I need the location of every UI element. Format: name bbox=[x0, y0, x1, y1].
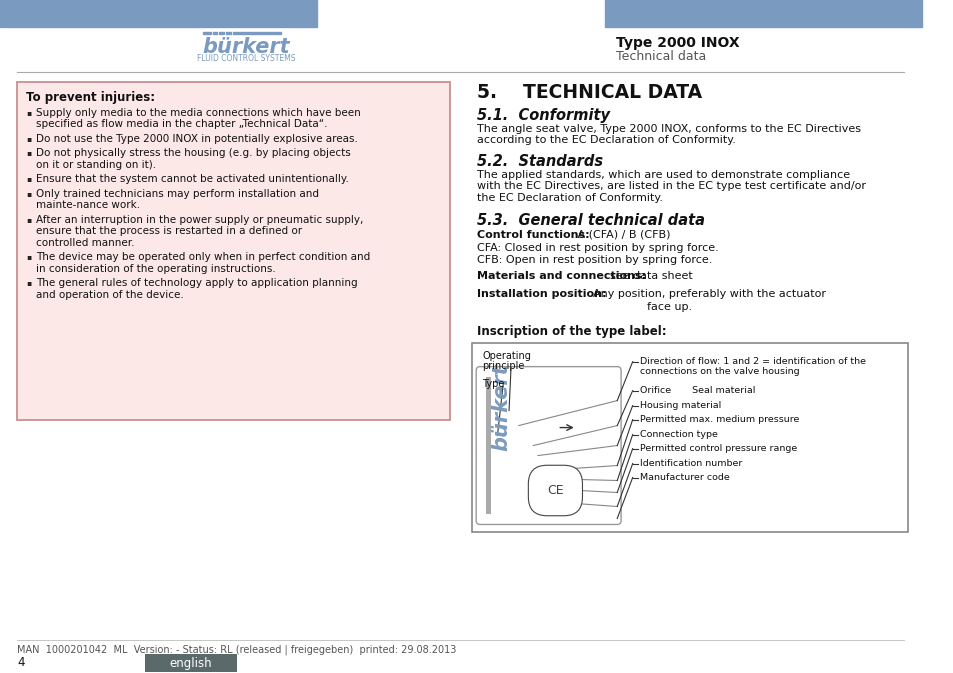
Bar bbox=[17, 82, 450, 419]
Text: 5.3.  General technical data: 5.3. General technical data bbox=[476, 213, 704, 227]
Text: Inscription of the type label:: Inscription of the type label: bbox=[476, 324, 666, 338]
Text: MAN  1000201042  ML  Version: - Status: RL (released | freigegeben)  printed: 29: MAN 1000201042 ML Version: - Status: RL … bbox=[17, 644, 456, 655]
Text: Manufacturer code: Manufacturer code bbox=[639, 472, 729, 481]
Bar bbox=[203, 32, 211, 34]
Text: see data sheet: see data sheet bbox=[610, 271, 693, 281]
Text: on it or standing on it).: on it or standing on it). bbox=[35, 160, 155, 170]
Text: bürkert: bürkert bbox=[202, 37, 290, 57]
Text: Orifice       Seal material: Orifice Seal material bbox=[639, 386, 755, 394]
Text: C€: C€ bbox=[545, 483, 564, 497]
Text: Control functions:: Control functions: bbox=[476, 229, 589, 240]
Text: 5.    TECHNICAL DATA: 5. TECHNICAL DATA bbox=[476, 83, 701, 102]
Text: ▪: ▪ bbox=[26, 148, 31, 157]
Text: ▪: ▪ bbox=[26, 278, 31, 287]
Text: ▪: ▪ bbox=[26, 108, 31, 117]
Text: Type 2000 INOX: Type 2000 INOX bbox=[616, 36, 740, 50]
Text: ▪: ▪ bbox=[26, 189, 31, 198]
Text: CFB: Open in rest position by spring force.: CFB: Open in rest position by spring for… bbox=[476, 255, 712, 264]
Text: ▪: ▪ bbox=[26, 215, 31, 224]
Text: Identification number: Identification number bbox=[639, 458, 742, 468]
Text: To prevent injuries:: To prevent injuries: bbox=[26, 91, 155, 104]
Text: The general rules of technology apply to application planning: The general rules of technology apply to… bbox=[35, 278, 357, 288]
Text: principle: principle bbox=[481, 361, 524, 371]
Bar bbox=[472, 343, 907, 532]
Bar bbox=[0, 0, 316, 27]
Text: ▪: ▪ bbox=[26, 134, 31, 143]
Text: Only trained technicians may perform installation and: Only trained technicians may perform ins… bbox=[35, 189, 318, 199]
Text: controlled manner.: controlled manner. bbox=[35, 238, 134, 248]
Text: 4: 4 bbox=[17, 656, 25, 670]
Text: FLUID CONTROL SYSTEMS: FLUID CONTROL SYSTEMS bbox=[197, 54, 295, 63]
Text: Connection type: Connection type bbox=[639, 429, 718, 439]
Text: 5.2.  Standards: 5.2. Standards bbox=[476, 154, 602, 169]
Bar bbox=[485, 377, 490, 514]
FancyBboxPatch shape bbox=[476, 367, 620, 524]
Bar bbox=[219, 32, 224, 34]
Text: CE: CE bbox=[546, 484, 563, 497]
Text: face up.: face up. bbox=[646, 302, 692, 312]
Text: in consideration of the operating instructions.: in consideration of the operating instru… bbox=[35, 264, 275, 274]
Text: Installation position:: Installation position: bbox=[476, 289, 606, 299]
Text: 5.1.  Conformity: 5.1. Conformity bbox=[476, 108, 610, 123]
Text: Supply only media to the media connections which have been: Supply only media to the media connectio… bbox=[35, 108, 360, 118]
Bar bbox=[604, 0, 921, 27]
Text: Any position, preferably with the actuator: Any position, preferably with the actuat… bbox=[593, 289, 825, 299]
Text: Do not use the Type 2000 INOX in potentially explosive areas.: Do not use the Type 2000 INOX in potenti… bbox=[35, 134, 357, 144]
Text: ensure that the process is restarted in a defined or: ensure that the process is restarted in … bbox=[35, 226, 301, 236]
Bar bbox=[145, 654, 236, 672]
Bar bbox=[226, 32, 231, 34]
Text: The angle seat valve, Type 2000 INOX, conforms to the EC Directives
according to: The angle seat valve, Type 2000 INOX, co… bbox=[476, 124, 861, 145]
Text: Type: Type bbox=[481, 379, 504, 388]
Text: A (CFA) / B (CFB): A (CFA) / B (CFB) bbox=[573, 229, 670, 240]
Text: Technical data: Technical data bbox=[616, 50, 706, 63]
Text: Housing material: Housing material bbox=[639, 400, 720, 410]
Bar bbox=[213, 32, 217, 34]
Text: The device may be operated only when in perfect condition and: The device may be operated only when in … bbox=[35, 252, 370, 262]
Text: specified as flow media in the chapter „Technical Data“.: specified as flow media in the chapter „… bbox=[35, 119, 327, 129]
Text: After an interruption in the power supply or pneumatic supply,: After an interruption in the power suppl… bbox=[35, 215, 363, 225]
Text: Do not physically stress the housing (e.g. by placing objects: Do not physically stress the housing (e.… bbox=[35, 148, 350, 158]
Text: ▪: ▪ bbox=[26, 252, 31, 261]
Text: Materials and connections:: Materials and connections: bbox=[476, 271, 645, 281]
Text: ▪: ▪ bbox=[26, 174, 31, 183]
Text: english: english bbox=[169, 657, 212, 670]
Bar bbox=[233, 32, 281, 34]
Text: Operating: Operating bbox=[481, 351, 530, 361]
Text: Ensure that the system cannot be activated unintentionally.: Ensure that the system cannot be activat… bbox=[35, 174, 348, 184]
Text: mainte-nance work.: mainte-nance work. bbox=[35, 201, 140, 210]
Text: bürkert: bürkert bbox=[491, 363, 511, 450]
Text: Direction of flow: 1 and 2 = identification of the
connections on the valve hous: Direction of flow: 1 and 2 = identificat… bbox=[639, 357, 865, 376]
Text: Permitted control pressure range: Permitted control pressure range bbox=[639, 444, 797, 452]
Text: and operation of the device.: and operation of the device. bbox=[35, 289, 183, 299]
Text: The applied standards, which are used to demonstrate compliance
with the EC Dire: The applied standards, which are used to… bbox=[476, 170, 865, 203]
Text: CFA: Closed in rest position by spring force.: CFA: Closed in rest position by spring f… bbox=[476, 243, 719, 253]
Text: Permitted max. medium pressure: Permitted max. medium pressure bbox=[639, 415, 799, 423]
